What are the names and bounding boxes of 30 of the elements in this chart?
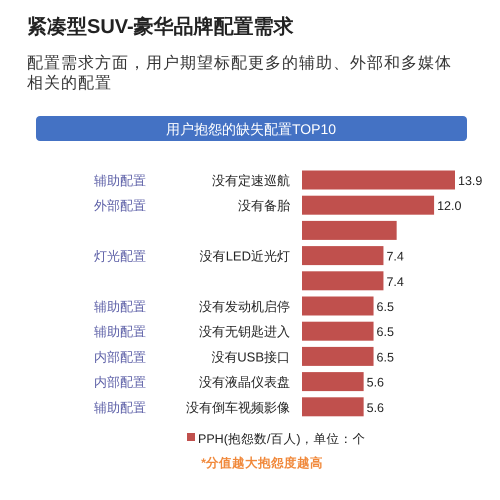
y-tick-label: 没有备胎 <box>238 198 290 214</box>
text: 外部配置 <box>94 198 146 214</box>
text: 内部配置 <box>94 374 146 390</box>
y-tick-label: 没有USB接口 <box>211 349 290 364</box>
y-tick-label: 没有LED近光灯 <box>200 248 290 264</box>
y-tick-label: 没有无钥匙进入 <box>199 324 290 340</box>
y-tick-label: 没有定速巡航 <box>212 173 290 188</box>
data-label: 6.5 <box>376 325 394 340</box>
data-label: 5.6 <box>366 376 384 390</box>
text: *分值越大抱怨度越高 <box>201 455 323 470</box>
data-label: 6.5 <box>376 350 394 364</box>
data-label: 5.6 <box>366 400 384 415</box>
data-label: 13.9 <box>458 174 482 188</box>
y-tick-label: 没有发动机启停 <box>199 299 290 314</box>
text: 灯光配置 <box>94 248 146 264</box>
banner: 用户抱怨的缺失配置TOP10 <box>36 116 467 141</box>
data-label: 12.0 <box>437 199 462 214</box>
text: 辅助配置 <box>94 400 146 415</box>
y-tick-label: 没有倒车视频影像 <box>186 400 290 415</box>
data-label: 7.4 <box>386 274 404 289</box>
text: 内部配置 <box>94 349 146 364</box>
y-tick-label: 没有液晶仪表盘 <box>199 374 290 390</box>
text: 辅助配置 <box>94 324 146 340</box>
text: 辅助配置 <box>94 173 146 188</box>
data-label: 7.4 <box>386 250 404 264</box>
data-label: 6.5 <box>376 300 394 314</box>
chart-title: 紧凑型SUV-豪华品牌配置需求 <box>27 15 295 38</box>
chart-subtitle: 配置需求方面，用户期望标配更多的辅助、外部和多媒体相关的配置 <box>27 54 452 92</box>
text: 辅助配置 <box>94 299 146 314</box>
legend-label: PPH(抱怨数/百人)，单位：个 <box>198 432 366 446</box>
